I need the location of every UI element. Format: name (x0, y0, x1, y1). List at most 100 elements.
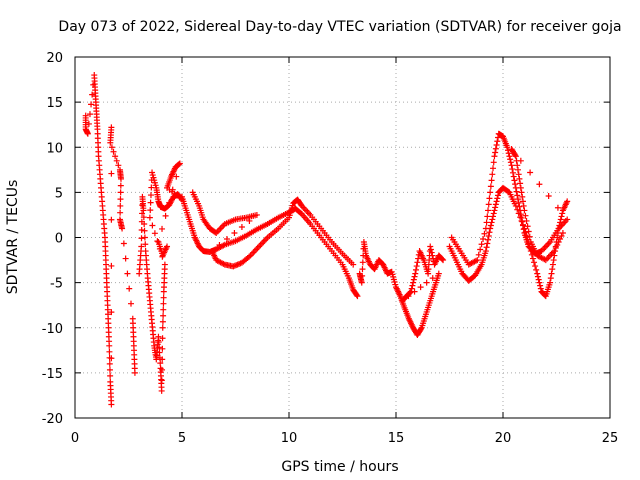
data-point (359, 266, 366, 273)
data-point (106, 366, 113, 373)
data-point (158, 387, 165, 394)
data-point (485, 232, 492, 239)
data-point (140, 207, 147, 214)
data-point (164, 243, 171, 250)
data-point (409, 282, 416, 289)
data-point (492, 149, 499, 156)
data-point (513, 188, 520, 195)
data-point (514, 196, 521, 203)
data-point (176, 160, 183, 167)
data-point (159, 324, 166, 331)
data-point (487, 222, 494, 229)
data-point (482, 248, 489, 255)
data-point (411, 273, 418, 280)
data-point (439, 256, 446, 263)
data-point (475, 251, 482, 258)
data-point (515, 171, 522, 178)
data-point (477, 246, 484, 253)
data-point (527, 169, 534, 176)
data-point (122, 255, 129, 262)
data-point (108, 262, 115, 269)
data-point (480, 236, 487, 243)
data-point (482, 225, 489, 232)
data-point (427, 246, 434, 253)
data-point (532, 263, 539, 270)
data-point (350, 261, 357, 268)
data-point (246, 217, 253, 224)
data-point (146, 214, 153, 221)
data-point (551, 248, 558, 255)
data-point (514, 206, 521, 213)
data-point (223, 236, 230, 243)
data-point (533, 266, 540, 273)
data-point (510, 173, 517, 180)
data-point (545, 192, 552, 199)
data-point (154, 238, 161, 245)
data-point (159, 356, 166, 363)
data-point (490, 213, 497, 220)
data-point (354, 293, 361, 300)
data-point (142, 241, 149, 248)
series-track-5 (356, 239, 447, 338)
data-point (216, 242, 223, 249)
data-point (517, 211, 524, 218)
data-point (518, 214, 525, 221)
data-point (508, 162, 515, 169)
data-point (492, 204, 499, 211)
y-axis-label: SDTVAR / TECUs (5, 180, 21, 295)
y-tick-label: 5 (55, 186, 63, 201)
data-point (253, 211, 260, 218)
data-point (173, 173, 180, 180)
x-tick-label: 10 (281, 431, 298, 446)
data-point (517, 180, 524, 187)
data-point (147, 207, 154, 214)
data-point (141, 220, 148, 227)
data-point (155, 339, 162, 346)
data-point (487, 183, 494, 190)
data-point (117, 209, 124, 216)
chart-title: Day 073 of 2022, Sidereal Day-to-day VTE… (58, 19, 621, 35)
data-point (514, 192, 521, 199)
data-point (358, 279, 365, 286)
data-point (410, 279, 417, 286)
data-point (106, 360, 113, 367)
data-point (505, 150, 512, 157)
data-point (140, 214, 147, 221)
data-point (117, 182, 124, 189)
data-point (549, 261, 556, 268)
data-point (547, 275, 554, 282)
data-point (106, 342, 113, 349)
data-point (410, 276, 417, 283)
data-point (440, 257, 447, 264)
data-point (126, 285, 133, 292)
data-point (159, 318, 166, 325)
data-point (554, 242, 561, 249)
data-point (429, 275, 436, 282)
data-point (492, 145, 499, 152)
data-point (550, 257, 557, 264)
data-point (353, 292, 360, 299)
data-point (413, 263, 420, 270)
data-point (423, 279, 430, 286)
data-point (429, 252, 436, 259)
data-point (489, 171, 496, 178)
data-point (507, 156, 514, 163)
data-point (531, 259, 538, 266)
data-point (490, 210, 497, 217)
y-tick-label: 20 (46, 51, 63, 66)
data-point (117, 196, 124, 203)
data-point (110, 148, 117, 155)
data-point (519, 222, 526, 229)
x-tick-label: 5 (178, 431, 186, 446)
data-point (493, 141, 500, 148)
series-track-7 (448, 130, 571, 268)
data-point (412, 270, 419, 277)
data-point (514, 166, 521, 173)
data-point (158, 377, 165, 384)
data-point (408, 285, 415, 292)
data-point (483, 244, 490, 251)
data-point (559, 229, 566, 236)
data-point (537, 282, 544, 289)
data-point (108, 401, 115, 408)
data-point (107, 139, 114, 146)
